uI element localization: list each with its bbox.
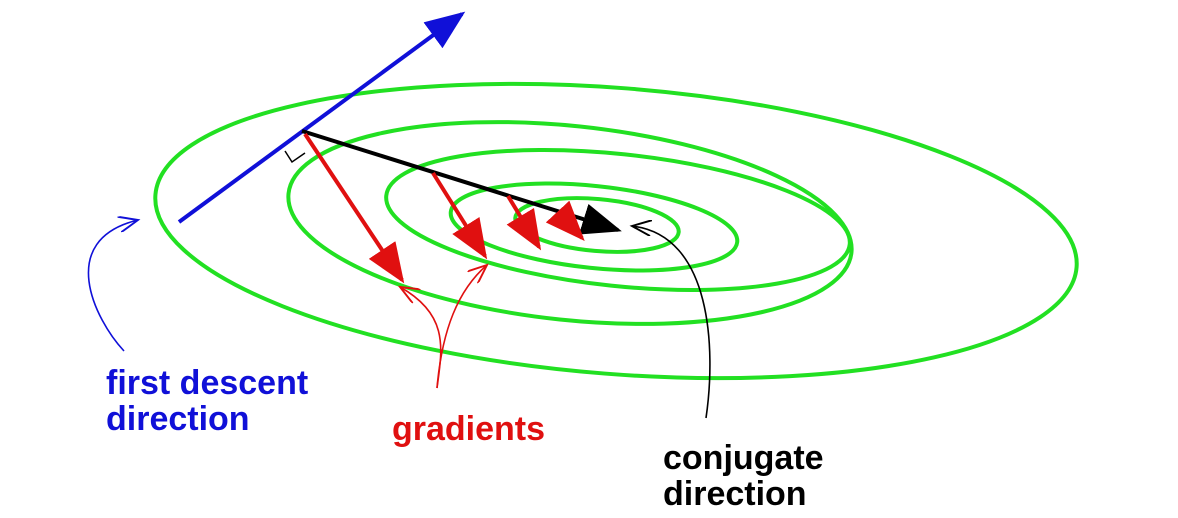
gradient-arrow-1 [303,132,405,284]
right-angle-marker [284,150,306,164]
gradient-arrows [303,132,585,284]
first-descent-label-line1: first descent [106,364,308,402]
gradients-pointer-left [400,287,442,389]
contour-ellipse-2 [286,120,854,326]
contour-ellipse-4 [448,181,740,273]
conjugate-direction-label-line2: direction [663,475,807,513]
conjugate-direction-label-line1: conjugate [663,439,824,477]
conjugate-pointer [632,226,711,419]
contour-ellipse-outer [153,81,1079,381]
first-descent-pointer [87,220,138,352]
first-descent-direction-arrow [177,11,466,224]
gradients-label: gradients [392,410,545,448]
gradients-pointer-right [436,265,487,389]
gradient-arrow-4 [545,200,585,241]
gradient-arrow-3 [506,194,542,251]
first-descent-label-line2: direction [106,400,250,438]
gradient-arrow-2 [431,171,488,260]
contour-ellipse-3 [384,147,852,293]
